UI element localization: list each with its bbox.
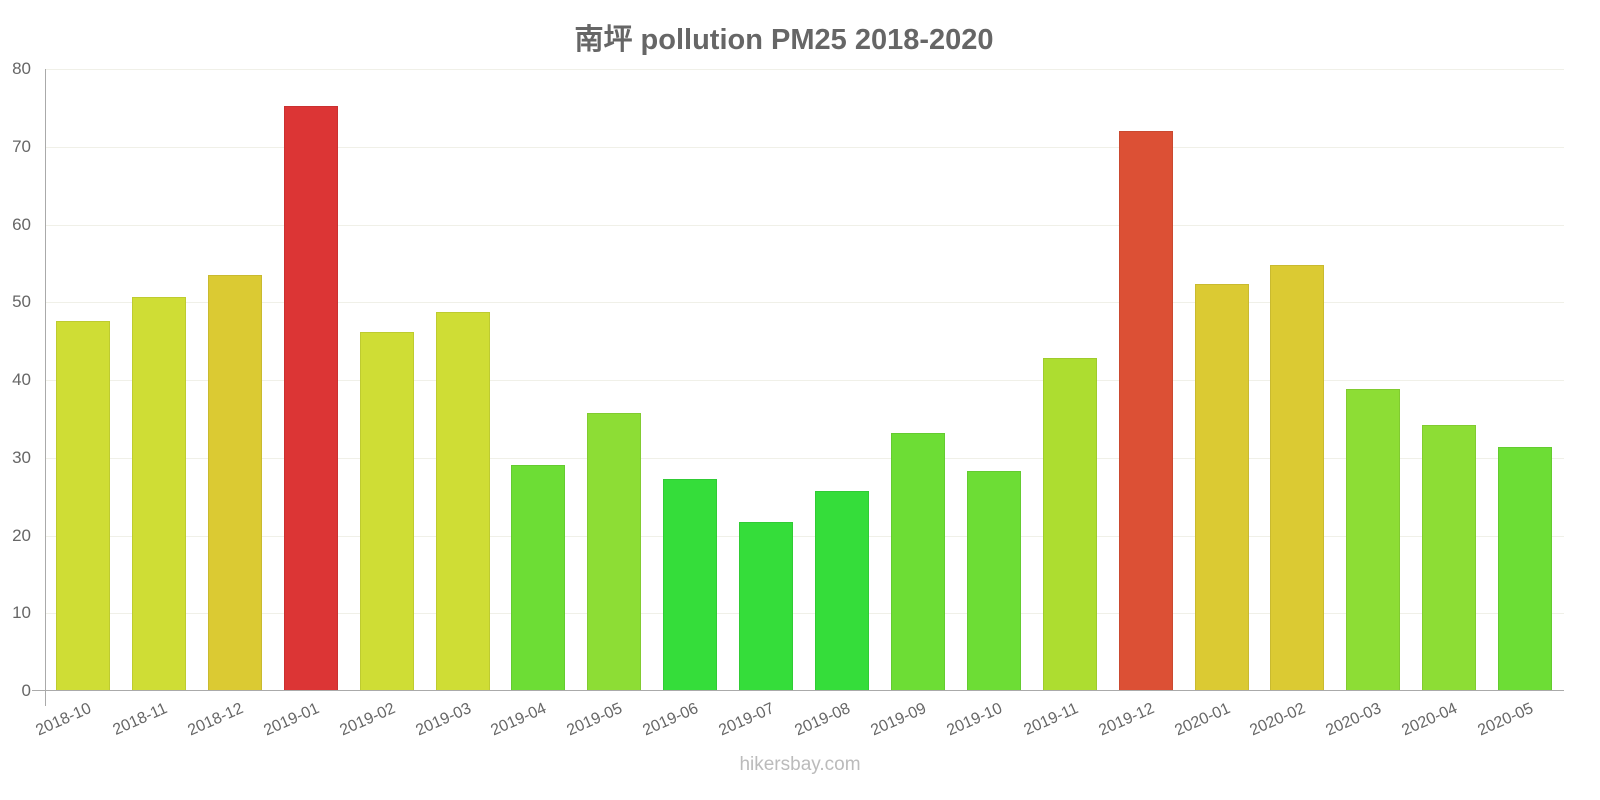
x-tick-label: 2018-11 (110, 700, 170, 739)
gridline (46, 380, 1564, 381)
x-tick-label: 2018-12 (185, 700, 246, 740)
x-tick-label: 2019-12 (1095, 700, 1157, 740)
bar-2019-08[interactable] (815, 491, 869, 691)
bar-2018-11[interactable] (131, 296, 186, 691)
gridline (46, 458, 1564, 459)
bar-2019-01[interactable] (283, 106, 338, 691)
x-tick-label: 2018-10 (33, 700, 94, 740)
gridline (46, 69, 1564, 70)
y-tick-label: 60 (12, 215, 31, 234)
x-tick-label: 2020-04 (1399, 700, 1461, 740)
x-tick-label: 2020-03 (1323, 700, 1385, 740)
x-tick-label: 2019-07 (716, 700, 778, 740)
bar-2019-09[interactable] (890, 432, 945, 691)
x-tick-label: 2019-05 (564, 700, 626, 740)
gridline (46, 302, 1564, 303)
chart-title: 南坪 pollution PM25 2018-2020 (574, 24, 994, 56)
y-tick-label: 50 (12, 292, 31, 311)
x-tick-label: 2019-01 (261, 700, 322, 740)
x-tick-label: 2019-11 (1021, 700, 1081, 739)
bar-2019-02[interactable] (359, 331, 414, 691)
bar-2020-01[interactable] (1194, 284, 1249, 691)
gridline (46, 225, 1564, 226)
y-axis-line (45, 69, 46, 706)
bar-2019-10[interactable] (966, 470, 1021, 691)
x-tick-label: 2019-08 (792, 700, 853, 740)
x-tick-label: 2020-02 (1247, 700, 1309, 740)
gridline (46, 613, 1564, 614)
watermark: hikersbay.com (739, 754, 861, 775)
bar-2019-05[interactable] (587, 412, 642, 691)
gridline (46, 536, 1564, 537)
gridline (46, 147, 1564, 148)
bar-2019-12[interactable] (1118, 131, 1173, 691)
x-tick-label: 2019-10 (944, 700, 1005, 740)
y-tick-label: 30 (12, 448, 31, 467)
y-tick-label: 0 (21, 681, 31, 700)
bar-2019-04[interactable] (511, 464, 566, 691)
y-tick-label: 80 (12, 59, 31, 78)
bar-2019-11[interactable] (1042, 358, 1097, 691)
y-tick-label: 40 (12, 370, 31, 389)
x-tick-label: 2019-02 (336, 700, 398, 740)
x-tick-label: 2020-01 (1171, 700, 1233, 740)
bar-2020-05[interactable] (1498, 446, 1553, 691)
x-tick-label: 2019-04 (488, 700, 550, 740)
x-tick-label: 2019-03 (412, 700, 474, 740)
bar-2018-10[interactable] (56, 320, 110, 691)
bar-2020-02[interactable] (1270, 264, 1325, 691)
bar-2019-07[interactable] (739, 522, 794, 691)
x-tick-label: 2019-09 (868, 700, 929, 740)
x-tick-label: 2019-06 (640, 700, 702, 740)
x-axis-line (32, 690, 1564, 691)
x-tick-label: 2020-05 (1475, 700, 1537, 740)
bar-2020-04[interactable] (1422, 425, 1477, 691)
y-tick-label: 10 (12, 603, 31, 622)
bar-2018-12[interactable] (207, 275, 262, 691)
y-tick-label: 70 (12, 137, 31, 156)
bar-2019-03[interactable] (435, 312, 490, 691)
bar-2019-06[interactable] (663, 478, 718, 691)
bar-2020-03[interactable] (1346, 389, 1401, 691)
y-tick-label: 20 (12, 526, 31, 545)
